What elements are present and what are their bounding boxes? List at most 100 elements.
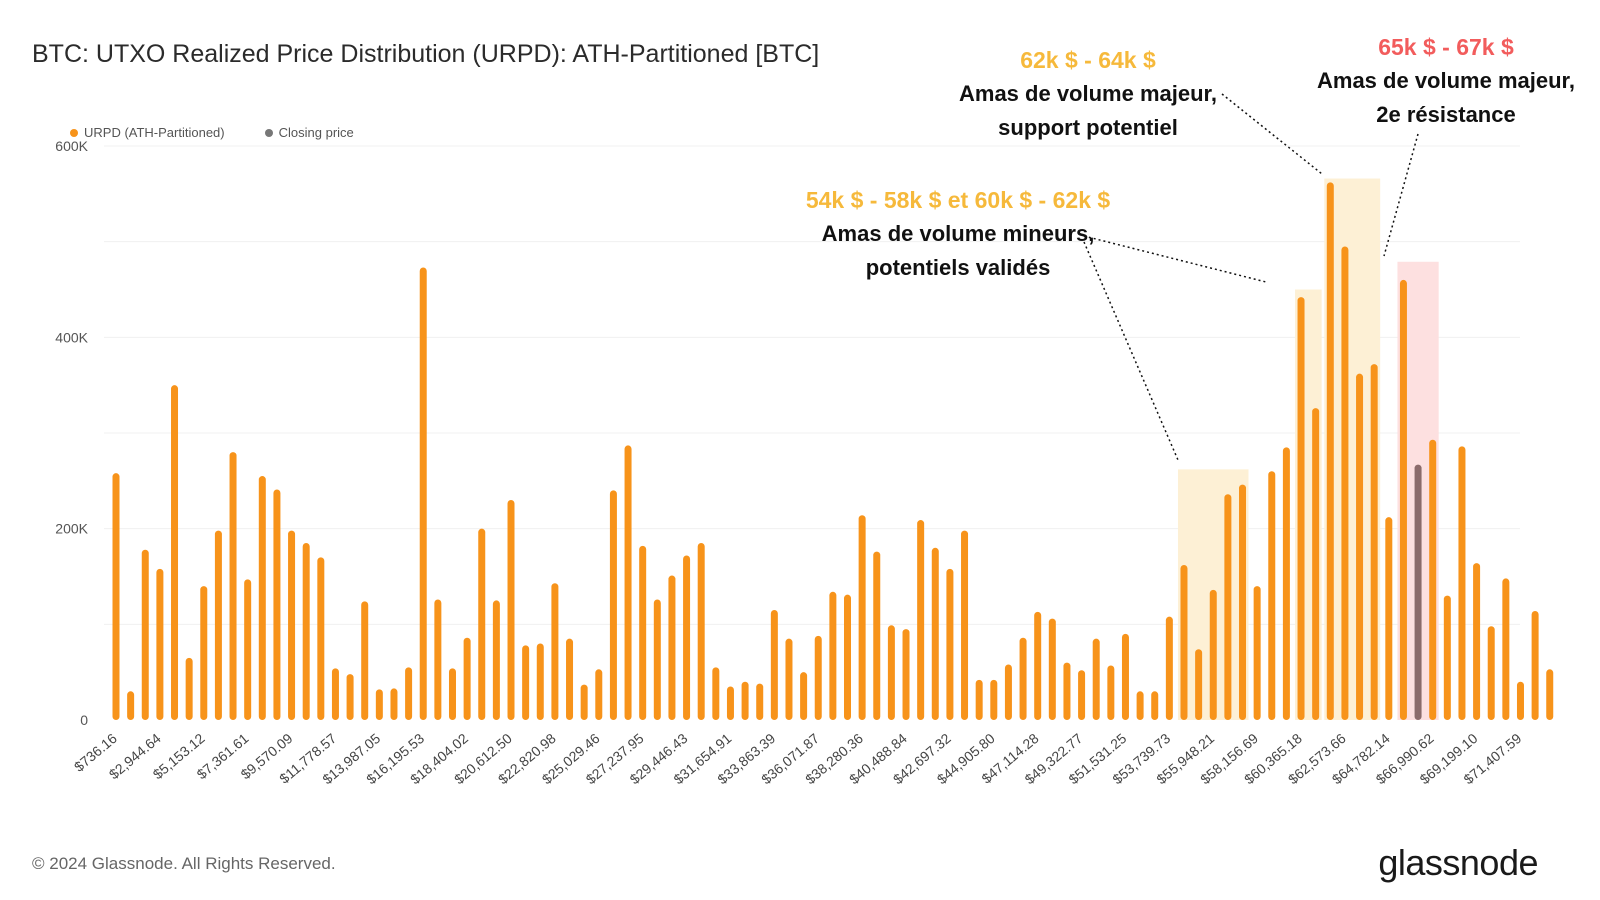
- urpd-bar: [1356, 373, 1364, 720]
- urpd-bar: [492, 600, 500, 720]
- y-tick-label: 200K: [55, 521, 88, 537]
- urpd-bar: [1429, 439, 1437, 720]
- annotation-major-resistance: 65k $ - 67k $ Amas de volume majeur, 2e …: [1306, 30, 1586, 132]
- annotation-minor-clusters-line1: Amas de volume mineurs,: [821, 221, 1095, 246]
- urpd-bar: [390, 688, 398, 720]
- urpd-bar: [551, 583, 559, 720]
- legend-item-closing[interactable]: Closing price: [264, 125, 354, 140]
- urpd-bar: [1385, 517, 1393, 720]
- urpd-bar: [887, 625, 895, 720]
- legend-closing-label: Closing price: [278, 125, 354, 140]
- urpd-bar: [1399, 279, 1407, 720]
- urpd-bar: [975, 679, 983, 720]
- legend-urpd-label: URPD (ATH-Partitioned): [84, 125, 225, 140]
- urpd-bar: [536, 643, 544, 720]
- urpd-bar: [1034, 611, 1042, 720]
- urpd-bar: [1546, 669, 1554, 720]
- urpd-bar: [873, 551, 881, 720]
- urpd-bar: [858, 515, 866, 720]
- urpd-bar: [639, 545, 647, 720]
- chart-title: BTC: UTXO Realized Price Distribution (U…: [32, 40, 820, 68]
- urpd-bar: [361, 601, 369, 720]
- urpd-bar: [331, 668, 339, 720]
- closing-price-bar: [1414, 464, 1422, 720]
- urpd-bar: [288, 530, 296, 720]
- y-tick-label: 400K: [55, 329, 88, 345]
- urpd-bar: [258, 476, 266, 720]
- urpd-bar: [946, 568, 954, 720]
- urpd-bar: [214, 530, 222, 720]
- urpd-bar: [1063, 662, 1071, 720]
- urpd-bar: [1224, 494, 1232, 720]
- urpd-bar: [507, 499, 515, 720]
- urpd-bar: [156, 568, 164, 720]
- annotation-major-support-range: 62k $ - 64k $: [1020, 47, 1156, 73]
- y-tick-label: 0: [80, 712, 88, 728]
- urpd-bar: [1078, 670, 1086, 720]
- urpd-bar: [171, 385, 179, 720]
- urpd-bar: [726, 686, 734, 720]
- urpd-bar: [902, 629, 910, 720]
- urpd-bar: [317, 557, 325, 720]
- urpd-bar: [829, 591, 837, 720]
- urpd-bar: [434, 599, 442, 720]
- urpd-bar: [1107, 665, 1115, 720]
- urpd-bar: [1209, 589, 1217, 720]
- urpd-bar: [566, 638, 574, 720]
- urpd-bar: [1165, 616, 1173, 720]
- urpd-bar: [756, 683, 764, 720]
- urpd-bar: [609, 490, 617, 720]
- annotation-minor-clusters-range: 54k $ - 58k $ et 60k $ - 62k $: [805, 187, 1111, 213]
- urpd-bar: [785, 638, 793, 720]
- urpd-bar: [478, 528, 486, 720]
- urpd-bar: [624, 445, 632, 720]
- annotation-major-support-line2: support potentiel: [998, 115, 1178, 140]
- urpd-bar: [419, 267, 427, 720]
- legend-closing-dot-icon: [264, 128, 273, 137]
- urpd-bar: [668, 575, 676, 720]
- urpd-bar: [244, 579, 252, 720]
- urpd-bar: [1136, 691, 1144, 720]
- copyright-footer: © 2024 Glassnode. All Rights Reserved.: [32, 854, 336, 873]
- urpd-bar: [1092, 638, 1100, 720]
- urpd-bar: [683, 555, 691, 720]
- urpd-bar: [653, 599, 661, 720]
- urpd-bar: [1180, 565, 1188, 720]
- annotation-minor-clusters-line2: potentiels validés: [865, 255, 1051, 280]
- urpd-bar: [580, 684, 588, 720]
- urpd-bar: [346, 674, 354, 720]
- urpd-bar: [448, 668, 456, 720]
- legend-urpd-dot-icon: [70, 128, 78, 137]
- urpd-bar: [1531, 610, 1539, 720]
- urpd-bar: [1151, 691, 1159, 720]
- urpd-bar: [405, 667, 413, 720]
- legend-item-urpd[interactable]: URPD (ATH-Partitioned): [70, 125, 225, 140]
- urpd-bar: [463, 637, 471, 720]
- connector-major-resistance: [1383, 133, 1419, 257]
- urpd-bar: [990, 679, 998, 720]
- urpd-bar: [185, 657, 193, 720]
- urpd-bar: [712, 667, 720, 720]
- connector-minor-clusters-1: [1083, 235, 1267, 283]
- annotation-major-resistance-range: 65k $ - 67k $: [1378, 34, 1514, 60]
- urpd-bar: [1341, 246, 1349, 720]
- annotation-major-resistance-line2: 2e résistance: [1376, 102, 1516, 127]
- urpd-bar: [1195, 649, 1203, 720]
- glassnode-logo[interactable]: glassnode: [1378, 842, 1538, 883]
- annotation-minor-clusters: 54k $ - 58k $ et 60k $ - 62k $ Amas de v…: [768, 183, 1148, 285]
- urpd-bar: [770, 609, 778, 720]
- urpd-bar: [522, 645, 530, 720]
- urpd-bar: [375, 689, 383, 720]
- urpd-bar: [200, 586, 208, 720]
- urpd-bar: [1239, 484, 1247, 720]
- urpd-bar: [814, 635, 822, 720]
- urpd-bar: [1370, 364, 1378, 720]
- urpd-bar: [917, 520, 925, 720]
- connector-major-support: [1221, 93, 1323, 175]
- urpd-bar: [302, 543, 310, 720]
- annotation-major-resistance-line1: Amas de volume majeur,: [1317, 68, 1575, 93]
- annotation-major-support-line1: Amas de volume majeur,: [959, 81, 1217, 106]
- urpd-bar: [1312, 408, 1320, 720]
- urpd-bar: [1473, 563, 1481, 720]
